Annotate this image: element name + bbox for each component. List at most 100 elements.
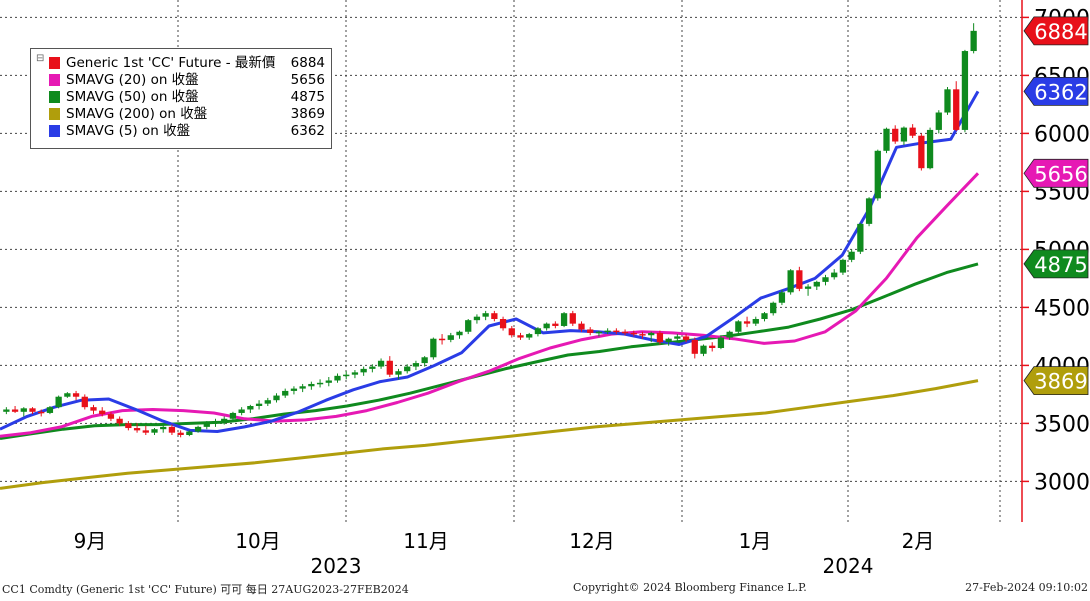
- candle-body: [133, 428, 141, 431]
- candle-body: [438, 338, 446, 341]
- legend-item-sma200: SMAVG (200) on 收盤 3869: [49, 106, 329, 123]
- candle-body: [11, 409, 19, 412]
- candle-body: [813, 281, 820, 287]
- candle-body: [552, 323, 559, 326]
- candle-body: [874, 150, 881, 199]
- legend-series-name: SMAVG (20) on 收盤: [66, 72, 199, 88]
- candle-body: [386, 360, 393, 375]
- candle-body: [578, 323, 585, 330]
- candle-body: [369, 366, 376, 369]
- candle-body: [804, 286, 812, 289]
- legend-series-value: 4875: [290, 89, 325, 105]
- y-tick-label: 3500: [1034, 412, 1090, 437]
- candle-body: [343, 374, 350, 377]
- candle-body: [412, 363, 420, 367]
- candle-body: [674, 336, 681, 339]
- value-tag-label: 4875: [1034, 253, 1087, 277]
- series-line: [0, 90, 980, 433]
- candle-body: [456, 331, 463, 336]
- x-year-label: 2024: [823, 554, 874, 578]
- candle-body: [177, 432, 184, 435]
- candle-body: [839, 259, 847, 273]
- candle-body: [430, 338, 437, 358]
- candle-body: [3, 409, 10, 412]
- candle-body: [822, 277, 829, 282]
- candle-body: [229, 412, 237, 419]
- x-month-label: 11月: [403, 529, 448, 553]
- candle-body: [778, 292, 786, 303]
- candle-body: [665, 338, 672, 343]
- candle-body: [203, 423, 210, 427]
- legend-item-price: Generic 1st 'CC' Future - 最新價 6884: [49, 55, 329, 72]
- candle-body: [752, 319, 759, 324]
- candle-body: [499, 319, 507, 329]
- candle-body: [20, 408, 27, 412]
- value-tag: [1023, 16, 1089, 46]
- candle-body: [534, 328, 542, 335]
- x-month-label: 2月: [902, 529, 935, 553]
- candle-body: [526, 334, 533, 338]
- y-tick-label: 3000: [1034, 470, 1090, 495]
- candle-body: [892, 128, 899, 142]
- candle-body: [125, 423, 132, 429]
- legend-item-sma20: SMAVG (20) on 收盤 5656: [49, 72, 329, 89]
- candle-body: [743, 321, 751, 324]
- candle-body: [770, 302, 777, 314]
- candle-body: [613, 330, 620, 333]
- candle-body: [107, 414, 115, 419]
- candle-body: [796, 270, 803, 289]
- candle-body: [421, 357, 428, 364]
- legend-series-value: 6362: [290, 123, 325, 139]
- candle-body: [395, 371, 402, 375]
- value-tag: [1023, 158, 1089, 188]
- candle-body: [918, 135, 925, 169]
- candle-body: [926, 129, 934, 169]
- y-tick-label: 6000: [1034, 122, 1090, 147]
- value-tag: [1023, 366, 1089, 395]
- legend-series-name: SMAVG (200) on 收盤: [66, 106, 208, 122]
- candle-body: [735, 321, 742, 332]
- candle-body: [168, 426, 176, 433]
- candle-body: [221, 418, 228, 422]
- candle-body: [38, 411, 45, 414]
- candle-body: [717, 337, 725, 348]
- legend-swatch: [49, 108, 60, 120]
- candle-body: [709, 345, 716, 348]
- legend-series-name: SMAVG (5) on 收盤: [66, 123, 191, 139]
- legend-series-name: Generic 1st 'CC' Future - 最新價: [66, 55, 276, 71]
- candle-body: [953, 89, 960, 130]
- candle-body: [377, 360, 385, 367]
- candle-body: [99, 410, 106, 415]
- candle-body: [970, 30, 977, 52]
- value-tag: [1023, 77, 1089, 106]
- candle-body: [160, 426, 167, 430]
- candle-body: [72, 393, 80, 397]
- legend-series-value: 5656: [290, 72, 325, 88]
- x-year-label: 2023: [311, 554, 362, 578]
- candle-body: [116, 418, 123, 424]
- candle-body: [29, 408, 36, 412]
- legend-item-sma50: SMAVG (50) on 收盤 4875: [49, 89, 329, 106]
- candle-body: [517, 335, 524, 338]
- x-month-label: 9月: [74, 529, 107, 553]
- legend: ⊟ Generic 1st 'CC' Future - 最新價 6884 SMA…: [30, 48, 332, 149]
- candle-body: [787, 270, 794, 293]
- candle-body: [961, 51, 969, 130]
- candle-body: [282, 390, 289, 396]
- x-month-label: 12月: [569, 529, 614, 553]
- candle-body: [630, 332, 637, 335]
- candle-body: [325, 380, 332, 383]
- candle-body: [90, 407, 97, 411]
- candle-body: [482, 313, 489, 317]
- candle-body: [142, 430, 149, 433]
- candle-body: [299, 386, 306, 389]
- legend-swatch: [49, 125, 60, 137]
- value-tag-label: 5656: [1034, 162, 1087, 186]
- legend-tree-icon: ⊟: [36, 53, 45, 64]
- candle-body: [360, 368, 367, 373]
- candle-body: [212, 421, 219, 424]
- series-line: [0, 262, 979, 440]
- legend-swatch: [49, 91, 60, 103]
- candle-body: [682, 336, 690, 340]
- candle-body: [700, 345, 707, 354]
